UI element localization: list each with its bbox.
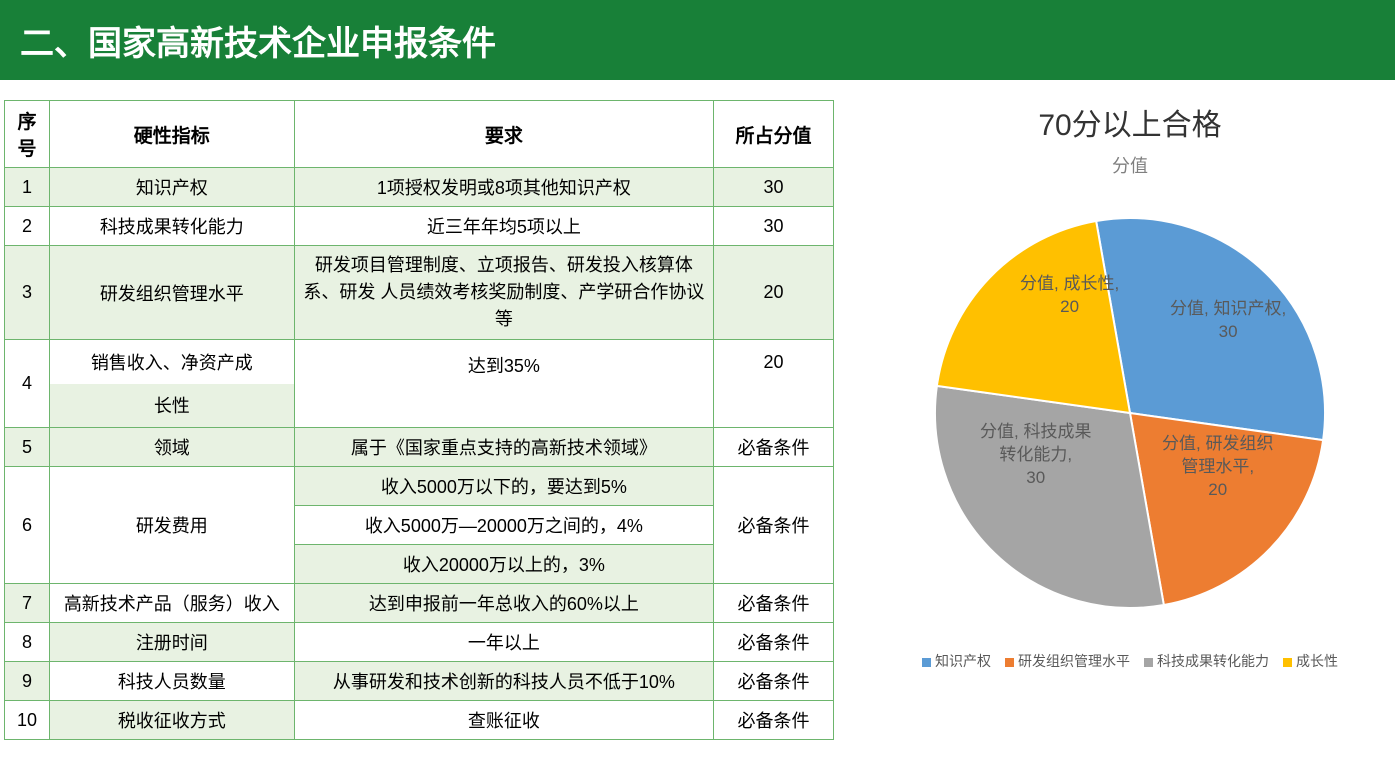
cell-num: 8 xyxy=(5,623,50,662)
cell-req: 近三年年均5项以上 xyxy=(294,207,713,246)
cell-num: 7 xyxy=(5,584,50,623)
cell-req: 达到35% xyxy=(294,340,713,428)
legend-swatch xyxy=(1005,658,1014,667)
pie-slice xyxy=(935,386,1164,608)
criteria-table-wrap: 序号 硬性指标 要求 所占分值 1 知识产权 1项授权发明或8项其他知识产权 3… xyxy=(4,100,834,740)
table-row: 8 注册时间 一年以上 必备条件 xyxy=(5,623,834,662)
table-row: 1 知识产权 1项授权发明或8项其他知识产权 30 xyxy=(5,168,834,207)
legend-item: 研发组织管理水平 xyxy=(1005,651,1130,671)
chart-subtitle: 分值 xyxy=(1112,152,1148,178)
cell-req-a: 收入5000万以下的，要达到5% xyxy=(294,467,713,506)
cell-score: 30 xyxy=(714,168,834,207)
col-header-score: 所占分值 xyxy=(714,101,834,168)
cell-indicator: 科技成果转化能力 xyxy=(49,207,294,246)
chart-title: 70分以上合格 xyxy=(1038,100,1221,144)
cell-req: 达到申报前一年总收入的60%以上 xyxy=(294,584,713,623)
cell-score: 必备条件 xyxy=(714,584,834,623)
cell-score: 20 xyxy=(714,340,834,428)
table-row: 9 科技人员数量 从事研发和技术创新的科技人员不低于10% 必备条件 xyxy=(5,662,834,701)
chart-legend: 知识产权研发组织管理水平科技成果转化能力成长性 xyxy=(922,651,1338,671)
criteria-table: 序号 硬性指标 要求 所占分值 1 知识产权 1项授权发明或8项其他知识产权 3… xyxy=(4,100,834,740)
cell-score: 必备条件 xyxy=(714,428,834,467)
pie-slice-label: 分值, 成长性,20 xyxy=(1020,273,1119,319)
cell-req-b: 收入5000万—20000万之间的，4% xyxy=(294,506,713,545)
cell-indicator: 科技人员数量 xyxy=(49,662,294,701)
legend-item: 科技成果转化能力 xyxy=(1144,651,1269,671)
table-row: 7 高新技术产品（服务）收入 达到申报前一年总收入的60%以上 必备条件 xyxy=(5,584,834,623)
legend-swatch xyxy=(1283,658,1292,667)
cell-score: 必备条件 xyxy=(714,623,834,662)
pie-chart: 分值, 知识产权,30 分值, 研发组织管理水平,20 分值, 科技成果转化能力,3… xyxy=(910,193,1350,633)
cell-req: 一年以上 xyxy=(294,623,713,662)
legend-item: 知识产权 xyxy=(922,651,991,671)
slide-content: 序号 硬性指标 要求 所占分值 1 知识产权 1项授权发明或8项其他知识产权 3… xyxy=(0,80,1395,740)
table-row: 4 销售收入、净资产成 达到35% 20 xyxy=(5,340,834,384)
cell-indicator-l2: 长性 xyxy=(49,384,294,428)
cell-req: 从事研发和技术创新的科技人员不低于10% xyxy=(294,662,713,701)
pie-slice-label: 分值, 科技成果转化能力,30 xyxy=(980,421,1091,490)
pie-slice-label: 分值, 知识产权,30 xyxy=(1170,298,1286,344)
legend-swatch xyxy=(922,658,931,667)
table-row: 2 科技成果转化能力 近三年年均5项以上 30 xyxy=(5,207,834,246)
slide-title: 二、国家高新技术企业申报条件 xyxy=(20,16,496,65)
table-row: 3 研发组织管理水平 研发项目管理制度、立项报告、研发投入核算体系、研发 人员绩… xyxy=(5,246,834,340)
pie-slice-label: 分值, 研发组织管理水平,20 xyxy=(1162,433,1273,502)
cell-indicator: 研发组织管理水平 xyxy=(49,246,294,340)
cell-num: 3 xyxy=(5,246,50,340)
cell-score: 必备条件 xyxy=(714,662,834,701)
cell-num: 5 xyxy=(5,428,50,467)
cell-num: 10 xyxy=(5,701,50,740)
cell-score: 20 xyxy=(714,246,834,340)
cell-num: 9 xyxy=(5,662,50,701)
cell-req: 查账征收 xyxy=(294,701,713,740)
table-row: 10 税收征收方式 查账征收 必备条件 xyxy=(5,701,834,740)
legend-item: 成长性 xyxy=(1283,651,1338,671)
cell-num: 2 xyxy=(5,207,50,246)
slide-header: 二、国家高新技术企业申报条件 xyxy=(0,0,1395,80)
cell-num: 6 xyxy=(5,467,50,584)
legend-swatch xyxy=(1144,658,1153,667)
cell-indicator: 注册时间 xyxy=(49,623,294,662)
cell-indicator: 知识产权 xyxy=(49,168,294,207)
cell-req: 属于《国家重点支持的高新技术领域》 xyxy=(294,428,713,467)
cell-num: 1 xyxy=(5,168,50,207)
cell-req: 研发项目管理制度、立项报告、研发投入核算体系、研发 人员绩效考核奖励制度、产学研… xyxy=(294,246,713,340)
cell-indicator: 税收征收方式 xyxy=(49,701,294,740)
cell-indicator: 领域 xyxy=(49,428,294,467)
col-header-num: 序号 xyxy=(5,101,50,168)
cell-num: 4 xyxy=(5,340,50,428)
cell-indicator: 研发费用 xyxy=(49,467,294,584)
cell-score: 必备条件 xyxy=(714,701,834,740)
cell-indicator: 高新技术产品（服务）收入 xyxy=(49,584,294,623)
col-header-requirement: 要求 xyxy=(294,101,713,168)
col-header-indicator: 硬性指标 xyxy=(49,101,294,168)
pie-svg xyxy=(910,193,1350,633)
table-header-row: 序号 硬性指标 要求 所占分值 xyxy=(5,101,834,168)
table-row: 5 领域 属于《国家重点支持的高新技术领域》 必备条件 xyxy=(5,428,834,467)
cell-score: 必备条件 xyxy=(714,467,834,584)
cell-req: 1项授权发明或8项其他知识产权 xyxy=(294,168,713,207)
cell-req-c: 收入20000万以上的，3% xyxy=(294,545,713,584)
cell-score: 30 xyxy=(714,207,834,246)
cell-indicator-l1: 销售收入、净资产成 xyxy=(49,340,294,384)
pie-chart-panel: 70分以上合格 分值 分值, 知识产权,30分值, 研发组织管理水平,20分值,… xyxy=(834,100,1391,740)
table-row: 6 研发费用 收入5000万以下的，要达到5% 必备条件 xyxy=(5,467,834,506)
